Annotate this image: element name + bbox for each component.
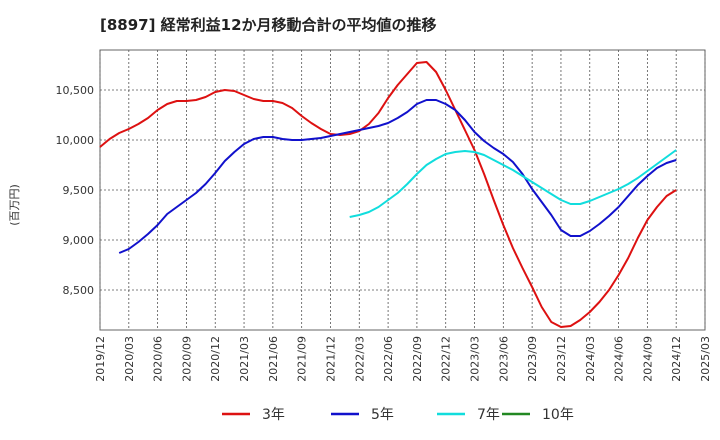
- y-tick-label: 10,000: [56, 134, 95, 147]
- x-axis: 2019/12 2020/03 2020/06 2020/09 2020/12 2021/…: [94, 336, 712, 382]
- x-tick-label: 2020/09: [180, 336, 193, 382]
- x-tick-label: 2021/03: [238, 336, 251, 382]
- legend-label-2: 7年: [477, 407, 500, 423]
- x-tick-label: 2019/12: [94, 336, 107, 382]
- x-tick-label: 2021/09: [296, 336, 309, 382]
- y-tick-label: 9,000: [63, 234, 95, 247]
- x-tick-label: 2020/03: [123, 336, 136, 382]
- x-tick-label: 2021/12: [324, 336, 337, 382]
- x-tick-label: 2023/03: [469, 336, 482, 382]
- x-tick-label: 2024/06: [613, 336, 626, 382]
- x-tick-label: 2023/06: [497, 336, 510, 382]
- legend-label-1: 5年: [371, 407, 394, 423]
- x-tick-label: 2024/03: [584, 336, 597, 382]
- x-tick-label: 2025/03: [699, 336, 712, 382]
- x-tick-label: 2020/06: [152, 336, 165, 382]
- x-tick-label: 2024/12: [670, 336, 683, 382]
- x-tick-label: 2022/09: [411, 336, 424, 382]
- series-line-2: [349, 149, 677, 218]
- grid-lines: [99, 50, 706, 330]
- legend-label-0: 3年: [262, 407, 285, 423]
- y-tick-label: 10,500: [56, 84, 95, 97]
- x-tick-label: 2023/12: [555, 336, 568, 382]
- series-lines: [99, 61, 677, 328]
- x-tick-label: 2022/12: [440, 336, 453, 382]
- y-axis: 8,500 9,000 9,500 10,000 10,500: [56, 84, 95, 297]
- y-axis-label: (百万円): [8, 184, 21, 226]
- y-tick-label: 8,500: [63, 284, 95, 297]
- y-tick-label: 9,500: [63, 184, 95, 197]
- series-line-0: [99, 61, 677, 328]
- series-line-1: [118, 99, 677, 254]
- legend: 3年 5年 7年 10年: [222, 407, 574, 423]
- x-tick-label: 2020/12: [209, 336, 222, 382]
- x-tick-label: 2023/09: [526, 336, 539, 382]
- x-tick-label: 2022/03: [353, 336, 366, 382]
- chart-title: [8897] 経常利益12か月移動合計の平均値の推移: [100, 16, 437, 34]
- x-tick-label: 2022/06: [382, 336, 395, 382]
- legend-label-3: 10年: [542, 407, 574, 423]
- x-tick-label: 2021/06: [267, 336, 280, 382]
- x-tick-label: 2024/09: [641, 336, 654, 382]
